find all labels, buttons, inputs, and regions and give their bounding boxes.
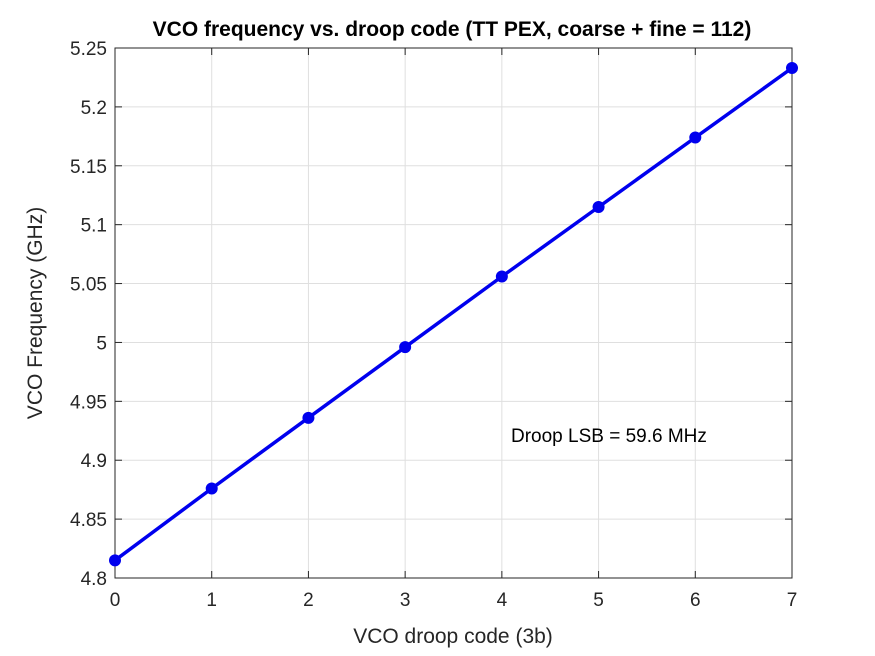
- droop-lsb-annotation: Droop LSB = 59.6 MHz: [511, 426, 707, 447]
- y-axis-label: VCO Frequency (GHz): [24, 207, 47, 419]
- data-point: [495, 270, 508, 283]
- x-tick-label: 0: [110, 590, 121, 611]
- data-point: [592, 201, 605, 213]
- x-tick-label: 3: [400, 590, 411, 611]
- x-tick-label: 7: [787, 590, 798, 611]
- series-line: [113, 66, 794, 562]
- x-tick-label: 4: [497, 590, 508, 611]
- data-point: [109, 554, 121, 567]
- x-tick-label: 6: [690, 590, 701, 611]
- data-series: [109, 62, 798, 567]
- chart-title: VCO frequency vs. droop code (TT PEX, co…: [153, 18, 752, 41]
- data-point: [302, 411, 315, 424]
- x-tick-label: 1: [206, 590, 217, 611]
- y-tick-label: 5.2: [81, 98, 107, 119]
- y-tick-label: 5: [96, 333, 107, 354]
- data-point: [399, 341, 412, 354]
- axis-ticks: 0 1 2 3 4 5 6 7 4.8 4.85 4.9 4.95 5 5.05 5.1 5.15 5.2 5.2…: [70, 39, 797, 611]
- y-tick-label: 5.25: [70, 39, 107, 60]
- y-tick-label: 4.9: [81, 451, 107, 472]
- data-point: [786, 62, 798, 75]
- y-tick-label: 4.8: [81, 569, 107, 590]
- y-tick-label: 5.15: [70, 157, 107, 178]
- x-tick-label: 5: [593, 590, 604, 611]
- y-tick-label: 5.1: [81, 216, 107, 237]
- x-tick-label: 2: [303, 590, 314, 611]
- x-axis-label: VCO droop code (3b): [353, 625, 553, 648]
- data-point: [689, 131, 702, 144]
- plot-frame: [114, 47, 793, 579]
- y-tick-label: 5.05: [70, 275, 107, 296]
- y-tick-label: 4.95: [70, 392, 107, 413]
- data-point: [205, 482, 218, 495]
- y-tick-label: 4.85: [70, 510, 107, 531]
